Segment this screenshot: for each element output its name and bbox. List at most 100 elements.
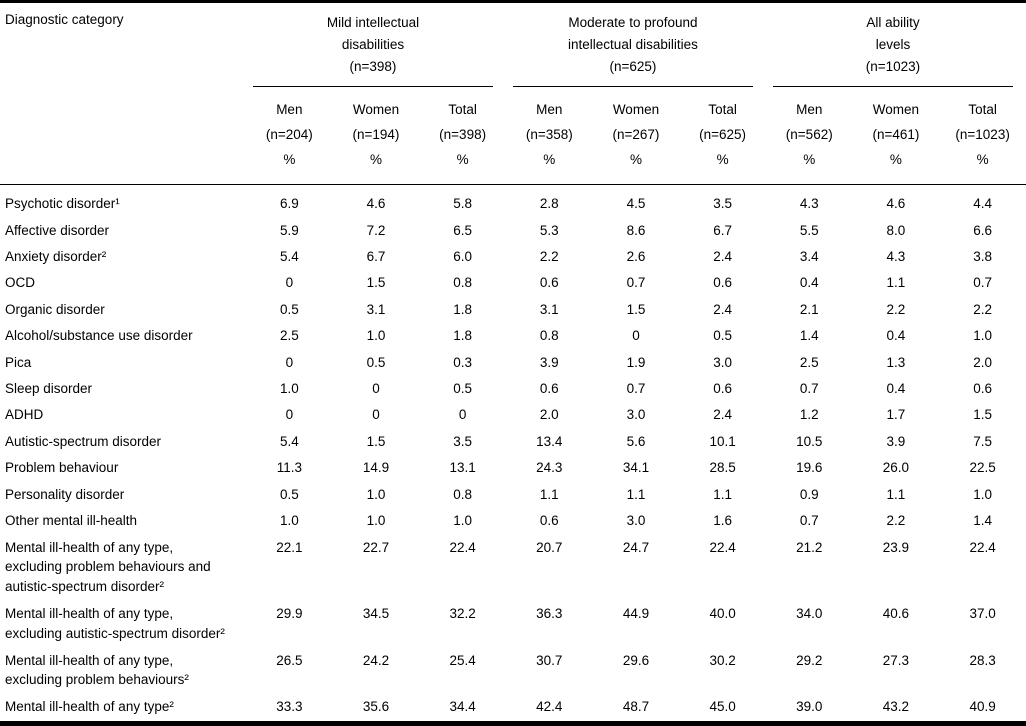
value-cell: 5.5 — [799, 222, 819, 238]
value-cell: 0 — [372, 381, 380, 397]
value-cell: 0.7 — [626, 381, 646, 397]
value-cell: 1.7 — [886, 407, 906, 423]
value-cell: 8.6 — [626, 222, 646, 238]
column-unit: % — [803, 152, 816, 167]
value-cell: 23.9 — [882, 539, 910, 555]
column-header-total-group1: Total (n=398)% — [419, 88, 506, 185]
value-cell: 29.9 — [276, 606, 303, 622]
value-cell: 33.3 — [276, 699, 303, 715]
column-label: Men — [536, 102, 563, 117]
value-cell: 4.3 — [886, 249, 906, 265]
value-cell: 1.1 — [626, 486, 646, 502]
value-cell: 6.6 — [973, 222, 993, 238]
value-cell: 3.5 — [453, 433, 473, 449]
column-label: Women — [352, 102, 400, 117]
table-row: Mental ill-health of any type² 33.3 35.6 34… — [0, 694, 1026, 723]
value-cell: 1.5 — [973, 407, 993, 423]
column-header-men-group1: Men (n=204)% — [246, 88, 333, 185]
value-cell: 2.2 — [886, 301, 906, 317]
column-unit: % — [629, 152, 642, 167]
value-cell: 13.4 — [536, 433, 563, 449]
row-label: Problem behaviour — [5, 460, 119, 476]
value-cell: 45.0 — [709, 699, 736, 715]
value-cell: 0.4 — [799, 275, 819, 291]
value-cell: 1.1 — [886, 275, 906, 291]
table-row: OCD 0 1.5 0.8 0.6 0.7 0.6 0.4 1.1 0.7 — [0, 270, 1026, 296]
value-cell: 3.4 — [799, 249, 819, 265]
value-cell: 34.0 — [796, 606, 823, 622]
diagnostic-category-header: Diagnostic category — [5, 12, 124, 27]
table-row: Psychotic disorder¹ 6.9 4.6 5.8 2.8 4.5 3.5 4.3… — [0, 185, 1026, 218]
group-title-moderate-profound: Moderate to profound intellectual disabi… — [512, 12, 753, 87]
column-n: (n=461) — [872, 127, 920, 142]
value-cell: 2.2 — [973, 301, 993, 317]
value-cell: 32.2 — [449, 606, 476, 622]
value-cell: 1.6 — [713, 513, 732, 529]
row-label: Sleep disorder — [5, 381, 93, 397]
value-cell: 40.6 — [882, 606, 910, 622]
column-n: (n=1023) — [955, 127, 1010, 142]
value-cell: 1.4 — [799, 328, 819, 344]
value-cell: 10.5 — [796, 433, 823, 449]
column-label: Women — [612, 102, 660, 117]
column-header-women-group3: Women (n=461)% — [852, 88, 940, 185]
value-cell: 1.4 — [973, 513, 993, 529]
group-title-mild: Mild intellectual disabilities (n=398) — [253, 12, 493, 87]
column-label: Women — [872, 102, 920, 117]
value-cell: 7.5 — [973, 433, 993, 449]
table-row: Other mental ill-health 1.0 1.0 1.0 0.6 3.0 1.… — [0, 508, 1026, 534]
column-header-total-group3: Total (n=1023)% — [939, 88, 1026, 185]
column-n: (n=625) — [699, 127, 747, 142]
row-label: Pica — [5, 354, 32, 370]
value-cell: 0 — [458, 407, 467, 423]
value-cell: 22.5 — [969, 460, 996, 476]
value-cell: 1.0 — [973, 328, 993, 344]
column-unit: % — [543, 152, 556, 167]
value-cell: 24.2 — [362, 652, 390, 668]
value-cell: 2.0 — [973, 354, 993, 370]
value-cell: 2.4 — [713, 301, 732, 317]
row-label: Alcohol/substance use disorder — [5, 328, 193, 344]
value-cell: 0.8 — [453, 275, 473, 291]
row-label: ADHD — [5, 407, 44, 423]
empty-header-cell — [0, 88, 246, 185]
value-cell: 2.0 — [539, 407, 559, 423]
value-cell: 1.1 — [539, 486, 559, 502]
value-cell: 5.4 — [279, 433, 299, 449]
value-cell: 3.0 — [713, 354, 732, 370]
column-header-women-group2: Women (n=267)% — [592, 88, 680, 185]
value-cell: 5.6 — [626, 433, 646, 449]
value-cell: 27.3 — [882, 652, 910, 668]
value-cell: 25.4 — [449, 652, 476, 668]
value-cell: 0.5 — [453, 381, 473, 397]
value-cell: 1.3 — [886, 354, 906, 370]
value-cell: 8.0 — [886, 222, 906, 238]
value-cell: 24.3 — [536, 460, 563, 476]
group-header-row: Diagnostic category Mild intellectual di… — [0, 2, 1026, 89]
value-cell: 0.5 — [279, 486, 299, 502]
value-cell: 34.1 — [622, 460, 650, 476]
value-cell: 4.6 — [886, 196, 906, 211]
value-cell: 0.5 — [279, 301, 299, 317]
column-unit: % — [369, 152, 382, 167]
value-cell: 1.0 — [366, 328, 386, 344]
value-cell: 30.7 — [536, 652, 563, 668]
value-cell: 28.5 — [709, 460, 736, 476]
column-n: (n=398) — [439, 127, 487, 142]
value-cell: 0 — [632, 328, 640, 344]
value-cell: 0.4 — [886, 328, 906, 344]
value-cell: 35.6 — [362, 699, 390, 715]
table-row: Mental ill-health of any type, excluding… — [0, 601, 1026, 648]
value-cell: 6.5 — [453, 222, 473, 238]
value-cell: 40.9 — [969, 699, 996, 715]
value-cell: 5.9 — [279, 222, 299, 238]
value-cell: 0.6 — [713, 381, 732, 397]
column-n: (n=194) — [352, 127, 400, 142]
value-cell: 4.5 — [626, 196, 646, 211]
column-label: Total — [708, 102, 737, 117]
value-cell: 0 — [285, 354, 294, 370]
column-n: (n=267) — [612, 127, 660, 142]
value-cell: 28.3 — [969, 652, 996, 668]
value-cell: 0.6 — [539, 275, 559, 291]
